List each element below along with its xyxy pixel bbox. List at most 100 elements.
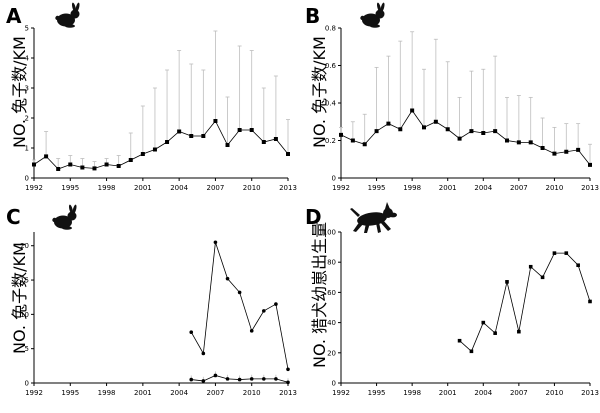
- panel-d-y-tick-label: 80: [327, 259, 336, 267]
- panel-label-d: D: [305, 205, 322, 229]
- panel-b-data-point: [433, 119, 438, 124]
- panel-c-y-tick-label: 5: [25, 345, 29, 353]
- panel-c-lower-data-point: [262, 377, 266, 381]
- panel-c-y-tick-label: 0: [25, 380, 29, 388]
- panel-d-data-point: [576, 263, 580, 268]
- panel-d-data-point: [517, 329, 521, 334]
- panel-d-y-tick-label: 100: [323, 229, 336, 237]
- panel-c-upper-data-point: [274, 302, 278, 306]
- panel-b-data-point: [374, 129, 379, 134]
- panel-b-x-tick-label: 1998: [403, 184, 421, 192]
- panel-c-x-tick-label: 1998: [98, 389, 116, 397]
- panel-c-rabbit-icon: [52, 204, 77, 230]
- panel-a-data-point: [32, 162, 36, 167]
- panel-c-upper-data-point: [189, 330, 194, 335]
- panel-a-data-point: [80, 165, 85, 170]
- panel-c-upper-data-point: [213, 240, 218, 245]
- panel-a-x-tick-label: 1992: [25, 184, 43, 192]
- panel-a-data-point: [140, 152, 145, 156]
- panel-a-data-point: [44, 154, 49, 159]
- panel-a-x-tick-label: 1998: [98, 184, 116, 192]
- panel-c-y-tick-label: 20: [20, 242, 29, 250]
- panel-d-data-point: [588, 299, 592, 304]
- panel-b-data-point: [339, 132, 343, 137]
- panel-a-data-point: [128, 158, 133, 162]
- panel-b-data-point: [362, 142, 367, 147]
- panel-a-x-tick-label: 2004: [170, 184, 188, 192]
- panel-b-x-tick-label: 1995: [368, 184, 386, 192]
- panel-c-lower-data-point: [225, 377, 230, 381]
- panel-b-y-tick-label: 0.4: [325, 100, 337, 108]
- panel-b-series-line: [340, 109, 591, 166]
- panel-d-data-point: [481, 320, 486, 325]
- panel-c-x-tick-label: 1995: [61, 389, 79, 397]
- panel-d-y-tick-label: 60: [327, 289, 336, 297]
- panel-b-data-point: [516, 140, 521, 145]
- panel-d-ylabel: NO. 猎犬幼崽出生量: [310, 221, 329, 368]
- panel-c-lower-data-point: [249, 377, 254, 381]
- panel-b-x-tick-label: 2007: [510, 184, 528, 192]
- panel-a-data-point: [68, 162, 73, 167]
- panel-b-data-point: [505, 138, 509, 143]
- panel-d-data-point: [469, 349, 474, 354]
- panel-d-series-line: [459, 252, 591, 352]
- panel-b-y-tick-label: 0: [332, 175, 336, 183]
- panel-d-x-tick-label: 1998: [403, 389, 421, 397]
- panel-a-y-tick-label: 1: [25, 145, 29, 153]
- panel-label-b: B: [305, 4, 321, 28]
- panel-a-data-point: [201, 134, 206, 138]
- panel-c-upper-series-line: [190, 242, 289, 370]
- panel-label-a: A: [6, 4, 22, 28]
- panel-c-lower-data-point: [201, 379, 206, 383]
- panel-d-hunting-dog-icon: [350, 202, 397, 233]
- panel-d-x-tick-label: 2007: [510, 389, 528, 397]
- panel-b-x-tick-label: 1992: [332, 184, 350, 192]
- panel-a-y-tick-label: 5: [25, 25, 29, 33]
- panel-b-data-point: [588, 162, 592, 167]
- panel-b-y-tick-label: 0.6: [325, 62, 337, 70]
- panel-b-data-point: [350, 138, 355, 143]
- panel-a-data-point: [116, 164, 121, 168]
- panel-d-x-tick-label: 2010: [546, 389, 564, 397]
- panel-a-data-point: [249, 128, 254, 132]
- panel-b-y-tick-label: 0.8: [325, 25, 336, 33]
- panel-a-data-point: [273, 137, 278, 141]
- panel-d-data-point: [505, 280, 509, 284]
- panel-label-c: C: [6, 205, 21, 229]
- panel-c-lower-data-point: [237, 377, 242, 382]
- panel-a-x-tick-label: 2007: [207, 184, 225, 192]
- panel-c-lower-data-point: [213, 373, 218, 378]
- panel-a-data-point: [213, 119, 218, 123]
- panel-d-data-point: [540, 275, 545, 280]
- panel-c-x-tick-label: 2007: [207, 389, 225, 397]
- panel-a-x-tick-label: 2001: [134, 184, 152, 192]
- panel-a-data-point: [152, 147, 157, 152]
- panel-b-data-point: [422, 125, 426, 130]
- panel-b-y-tick-label: 0.2: [325, 137, 336, 145]
- panel-b-data-point: [445, 127, 450, 132]
- panel-b-data-point: [540, 146, 545, 150]
- panel-d-data-point: [493, 331, 497, 335]
- panel-c-x-tick-label: 2013: [279, 389, 297, 397]
- panel-d-x-tick-label: 1992: [332, 389, 350, 397]
- panel-d-data-point: [528, 264, 533, 269]
- panel-b-x-tick-label: 2010: [546, 184, 564, 192]
- panel-a-data-point: [237, 128, 242, 132]
- panel-d-x-tick-label: 1995: [368, 389, 386, 397]
- panel-b-data-point: [576, 147, 581, 152]
- panel-c-y-tick-label: 15: [20, 277, 29, 285]
- panel-b-data-point: [469, 129, 474, 134]
- panel-d-data-point: [457, 338, 462, 343]
- panel-b-rabbit-icon: [360, 2, 385, 28]
- panel-a-rabbit-icon: [55, 2, 80, 28]
- panel-b-ylabel: NO. 兔子数/KM: [310, 36, 329, 148]
- panel-a-x-tick-label: 2010: [243, 184, 261, 192]
- panel-a-data-point: [92, 166, 97, 171]
- panel-b-data-point: [481, 131, 486, 135]
- panel-b-data-point: [410, 108, 415, 113]
- panel-c-x-tick-label: 2004: [170, 389, 188, 397]
- panel-c-upper-data-point: [262, 309, 266, 313]
- panel-c-x-tick-label: 2001: [134, 389, 152, 397]
